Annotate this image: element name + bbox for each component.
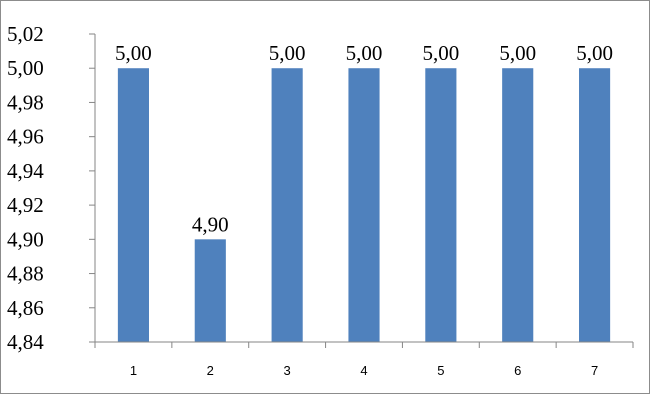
bar-6 bbox=[502, 68, 534, 342]
y-tick-label: 4,88 bbox=[7, 262, 44, 286]
x-tick-label-6: 6 bbox=[514, 363, 521, 378]
y-tick-label: 5,00 bbox=[7, 56, 44, 80]
bar-7 bbox=[579, 68, 611, 342]
y-tick-label: 4,94 bbox=[7, 159, 44, 183]
data-label-1: 5,00 bbox=[115, 41, 152, 65]
x-tick-label-2: 2 bbox=[207, 363, 214, 378]
x-tick-label-3: 3 bbox=[284, 363, 291, 378]
data-label-3: 5,00 bbox=[269, 41, 306, 65]
bar-5 bbox=[425, 68, 457, 342]
y-tick-label: 4,86 bbox=[7, 296, 44, 320]
y-tick-label: 5,02 bbox=[7, 22, 44, 46]
data-label-2: 4,90 bbox=[192, 212, 229, 236]
data-label-7: 5,00 bbox=[576, 41, 613, 65]
bar-1 bbox=[117, 68, 149, 342]
y-tick-label: 4,90 bbox=[7, 227, 44, 251]
y-tick-label: 4,96 bbox=[7, 125, 44, 149]
y-tick-label: 4,92 bbox=[7, 193, 44, 217]
x-tick-label-5: 5 bbox=[437, 363, 444, 378]
data-label-5: 5,00 bbox=[422, 41, 459, 65]
bar-2 bbox=[194, 239, 226, 342]
data-label-4: 5,00 bbox=[346, 41, 383, 65]
bar-4 bbox=[348, 68, 380, 342]
bar-3 bbox=[271, 68, 303, 342]
y-tick-label: 4,98 bbox=[7, 90, 44, 114]
x-tick-label-1: 1 bbox=[130, 363, 137, 378]
x-tick-label-7: 7 bbox=[591, 363, 598, 378]
data-label-6: 5,00 bbox=[499, 41, 536, 65]
y-tick-label: 4,84 bbox=[7, 330, 44, 354]
x-tick-label-4: 4 bbox=[360, 363, 367, 378]
